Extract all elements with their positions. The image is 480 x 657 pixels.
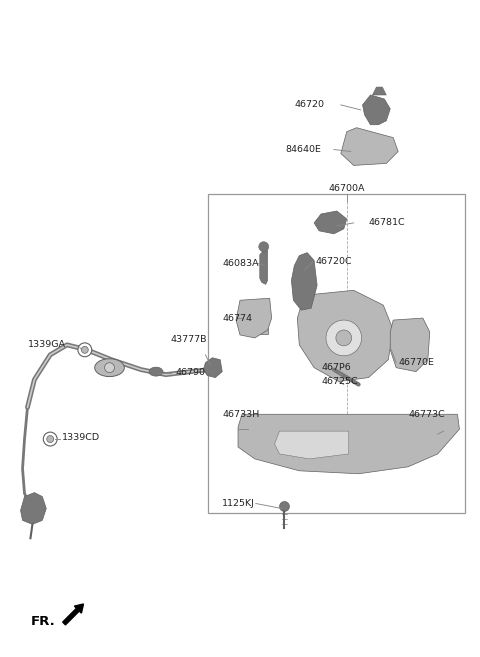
Polygon shape	[291, 253, 317, 310]
Ellipse shape	[149, 367, 163, 376]
Ellipse shape	[95, 359, 124, 376]
Circle shape	[336, 330, 352, 346]
Text: 46773C: 46773C	[408, 410, 445, 419]
Text: 46781C: 46781C	[369, 218, 405, 227]
Polygon shape	[314, 211, 347, 234]
Polygon shape	[260, 249, 268, 284]
Polygon shape	[372, 87, 386, 95]
Polygon shape	[341, 127, 398, 166]
Text: 46770E: 46770E	[398, 358, 434, 367]
Circle shape	[259, 242, 269, 252]
Text: FR.: FR.	[30, 615, 55, 628]
Circle shape	[43, 432, 57, 446]
Text: 46720C: 46720C	[315, 257, 352, 266]
Text: 46720: 46720	[294, 101, 324, 110]
Text: 1125KJ: 1125KJ	[222, 499, 255, 508]
Polygon shape	[238, 415, 459, 474]
Text: 46790: 46790	[176, 368, 206, 377]
Text: 1339GA: 1339GA	[27, 340, 65, 350]
Text: 84640E: 84640E	[286, 145, 321, 154]
Circle shape	[105, 363, 114, 373]
Circle shape	[47, 436, 54, 443]
Polygon shape	[236, 298, 272, 338]
Text: 46774: 46774	[222, 313, 252, 323]
Text: 43777B: 43777B	[171, 336, 207, 344]
Polygon shape	[297, 290, 393, 382]
Text: 46083A: 46083A	[222, 259, 259, 268]
Text: 46700A: 46700A	[329, 184, 365, 193]
Polygon shape	[390, 318, 430, 372]
Polygon shape	[204, 358, 222, 378]
Polygon shape	[21, 493, 46, 524]
FancyArrow shape	[63, 604, 84, 625]
Polygon shape	[362, 95, 390, 125]
Bar	[208, 194, 466, 513]
Text: 1339CD: 1339CD	[62, 432, 100, 442]
Circle shape	[81, 346, 88, 353]
Circle shape	[279, 501, 289, 511]
Circle shape	[326, 320, 361, 356]
Text: 46725C: 46725C	[321, 377, 358, 386]
Text: 467P6: 467P6	[321, 363, 351, 372]
Polygon shape	[240, 328, 268, 334]
Text: 46733H: 46733H	[222, 410, 260, 419]
Polygon shape	[275, 431, 349, 459]
Circle shape	[78, 343, 92, 357]
